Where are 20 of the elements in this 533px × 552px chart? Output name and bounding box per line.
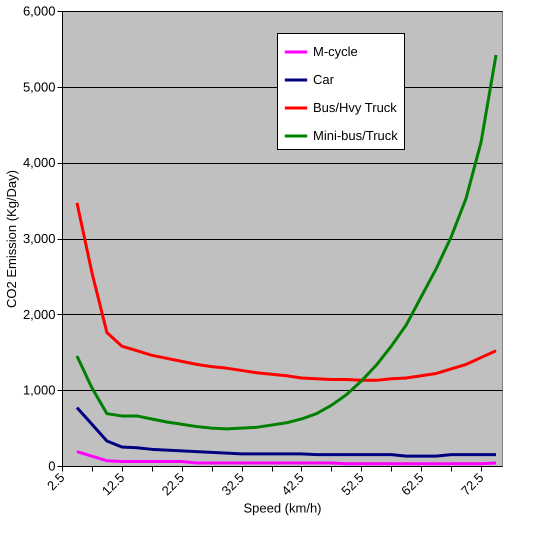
x-tick-label: 62.5	[398, 470, 427, 498]
line-series	[75, 450, 498, 466]
y-tick-label: 5,000	[22, 79, 56, 94]
x-axis-title: Speed (km/h)	[243, 500, 322, 516]
y-tick-label: 3,000	[22, 231, 56, 246]
line-series	[75, 406, 498, 458]
y-tick-label: 4,000	[22, 155, 56, 170]
legend-label: Car	[313, 72, 335, 87]
x-tick-label: 52.5	[338, 470, 367, 498]
y-tick-label: 1,000	[22, 382, 56, 398]
y-axis-title: CO2 Emission (Kg/Day)	[4, 170, 19, 308]
x-tick-label: 72.5	[458, 470, 486, 498]
x-tick-label: 42.5	[278, 470, 307, 498]
legend-label: Bus/Hvy Truck	[313, 100, 398, 115]
legend-label: Mini-bus/Truck	[313, 128, 398, 143]
x-tick-label: 32.5	[218, 470, 248, 498]
legend-label: M-cycle	[313, 44, 358, 59]
y-tick-label: 6,000	[22, 4, 56, 18]
y-tick-label: 2,000	[22, 306, 56, 322]
line-series	[75, 201, 498, 382]
